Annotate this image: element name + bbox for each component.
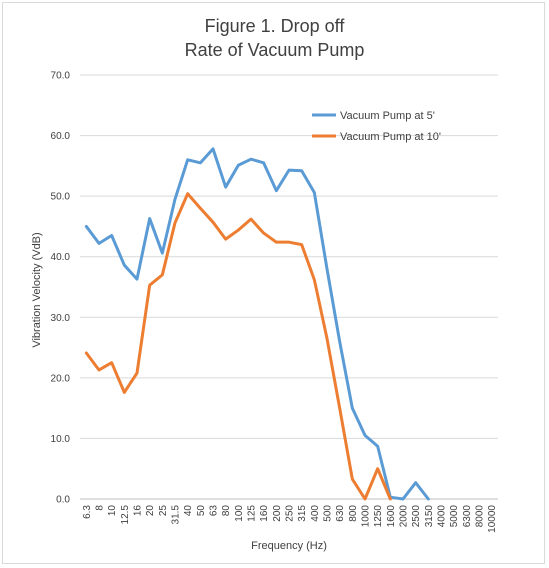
y-tick-label: 70.0: [51, 71, 71, 82]
chart-title-line-2: Rate of Vacuum Pump: [184, 40, 365, 60]
x-tick-label: 2500: [411, 505, 422, 528]
x-tick-label: 8: [95, 505, 106, 511]
x-tick-label: 6300: [462, 505, 473, 528]
x-tick-label: 40: [183, 505, 194, 517]
series-line-2: [84, 192, 392, 501]
y-tick-labels: 0.0 10.0 20.0 30.0 40.0 50.0 60.0 70.0: [51, 71, 71, 506]
x-tick-label: 200: [272, 505, 283, 522]
x-tick-label: 160: [259, 505, 270, 522]
x-tick-label: 250: [285, 505, 296, 522]
x-tick-label: 2000: [399, 505, 410, 528]
y-tick-label: 20.0: [51, 373, 71, 384]
x-tick-label: 3150: [424, 505, 435, 528]
x-tick-label: 1000: [361, 505, 372, 528]
x-tick-label: 5000: [449, 505, 460, 528]
x-tick-label: 80: [221, 505, 232, 517]
x-tick-label: 800: [348, 505, 359, 522]
legend: Vacuum Pump at 5' Vacuum Pump at 10': [312, 110, 441, 143]
x-tick-label: 315: [297, 505, 308, 522]
x-tick-label: 10: [107, 505, 118, 517]
x-tick-label: 8000: [475, 505, 486, 528]
chart-title-line-1: Figure 1. Drop off: [204, 16, 345, 36]
legend-label: Vacuum Pump at 10': [340, 131, 441, 143]
x-tick-label: 10000: [487, 505, 498, 533]
x-tick-labels: 6.3 8 10 12.5 16 20 25 31.5 40 50 63 80 100 125 160 200…: [82, 505, 498, 533]
x-tick-label: 63: [209, 505, 220, 517]
x-tick-label: 630: [335, 505, 346, 522]
x-tick-label: 25: [158, 505, 169, 517]
y-tick-label: 10.0: [51, 434, 71, 445]
x-tick-label: 1600: [386, 505, 397, 528]
y-tick-label: 30.0: [51, 313, 71, 324]
y-tick-label: 40.0: [51, 252, 71, 263]
legend-label: Vacuum Pump at 5': [340, 110, 435, 122]
x-tick-label: 50: [196, 505, 207, 517]
chart-frame: [2, 2, 545, 564]
x-tick-label: 4000: [437, 505, 448, 528]
x-tick-label: 100: [234, 505, 245, 522]
x-tick-label: 1250: [373, 505, 384, 528]
series-line-1: [84, 147, 430, 501]
x-tick-label: 500: [323, 505, 334, 522]
x-tick-label: 12.5: [120, 505, 131, 525]
series-lines: [84, 147, 430, 501]
x-tick-label: 31.5: [171, 505, 182, 525]
y-axis-label: Vibration Velocity (VdB): [31, 232, 43, 347]
x-tick-label: 20: [145, 505, 156, 517]
x-tick-label: 400: [310, 505, 321, 522]
y-tick-label: 0.0: [56, 495, 70, 506]
x-tick-label: 125: [247, 505, 258, 522]
x-tick-label: 6.3: [82, 505, 93, 519]
y-tick-label: 50.0: [51, 192, 71, 203]
x-axis-label: Frequency (Hz): [251, 540, 327, 552]
x-tick-label: 16: [133, 505, 144, 517]
y-tick-label: 60.0: [51, 131, 71, 142]
